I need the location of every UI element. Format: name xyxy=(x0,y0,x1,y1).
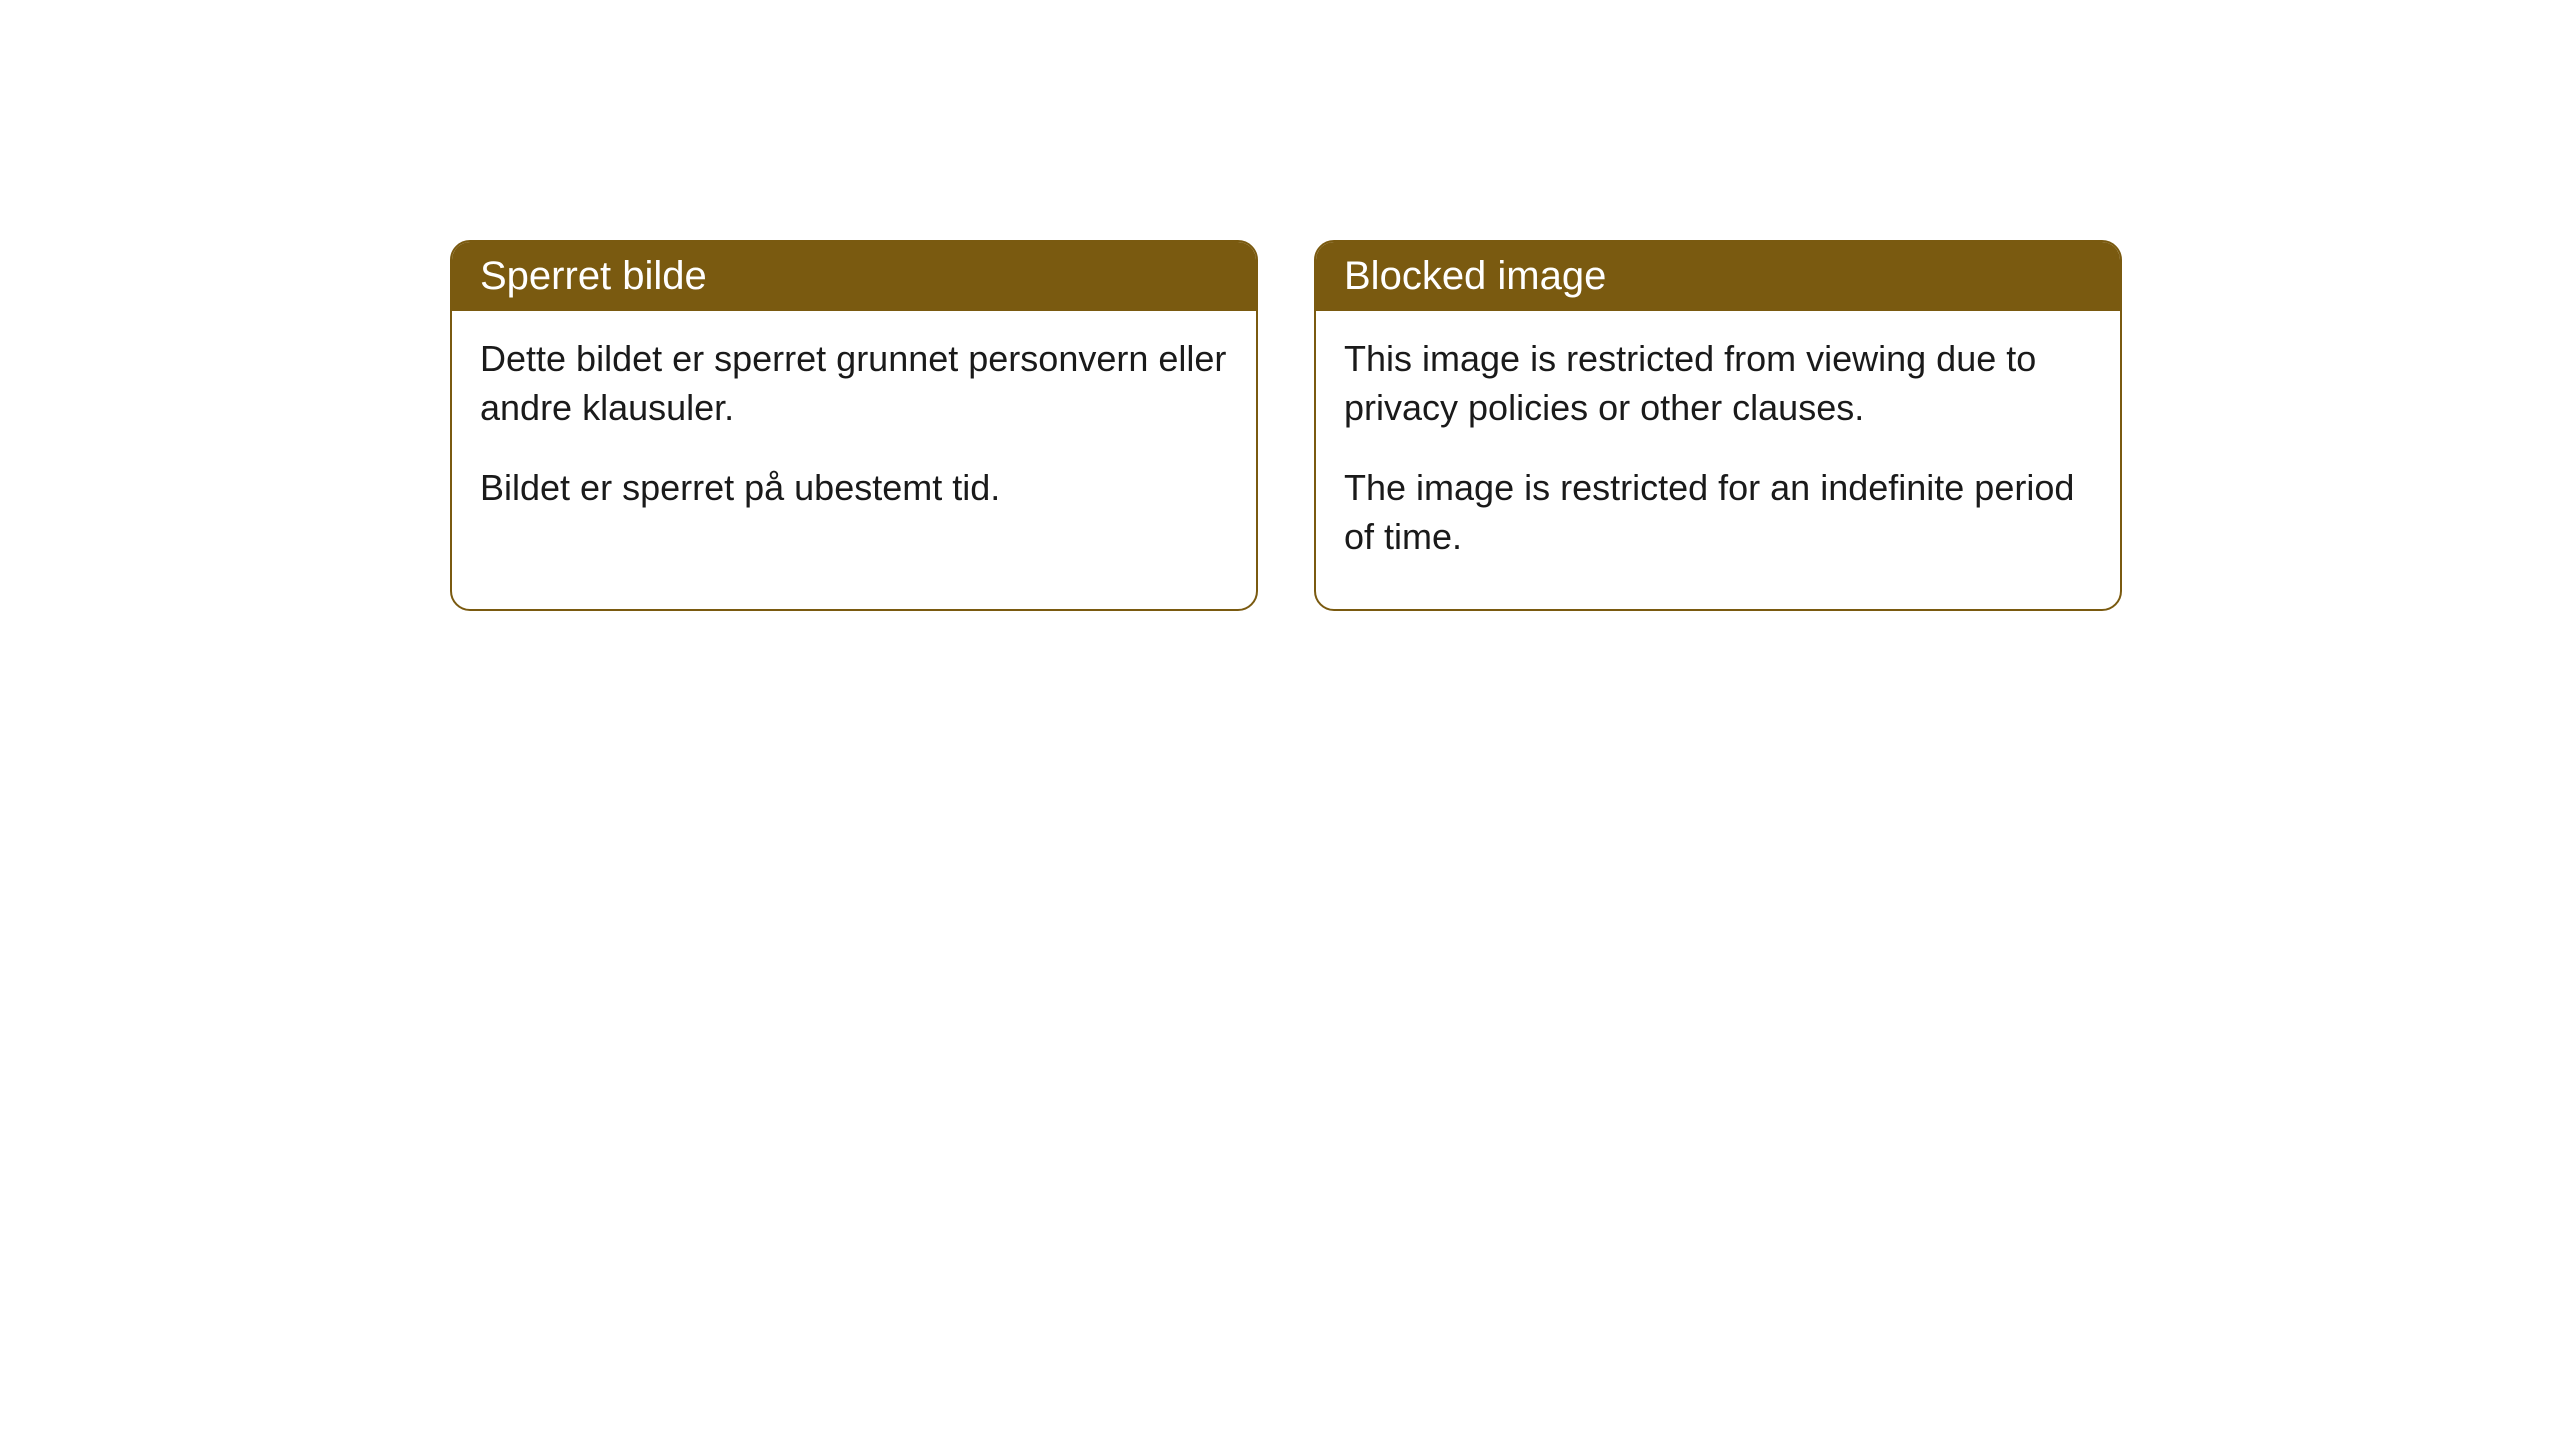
card-paragraph-2-english: The image is restricted for an indefinit… xyxy=(1344,464,2092,561)
card-paragraph-2-norwegian: Bildet er sperret på ubestemt tid. xyxy=(480,464,1228,513)
notice-cards-container: Sperret bilde Dette bildet er sperret gr… xyxy=(0,0,2560,611)
blocked-image-card-norwegian: Sperret bilde Dette bildet er sperret gr… xyxy=(450,240,1258,611)
card-body-norwegian: Dette bildet er sperret grunnet personve… xyxy=(452,311,1256,561)
card-paragraph-1-norwegian: Dette bildet er sperret grunnet personve… xyxy=(480,335,1228,432)
blocked-image-card-english: Blocked image This image is restricted f… xyxy=(1314,240,2122,611)
card-title-english: Blocked image xyxy=(1316,242,2120,311)
card-paragraph-1-english: This image is restricted from viewing du… xyxy=(1344,335,2092,432)
card-title-norwegian: Sperret bilde xyxy=(452,242,1256,311)
card-body-english: This image is restricted from viewing du… xyxy=(1316,311,2120,609)
